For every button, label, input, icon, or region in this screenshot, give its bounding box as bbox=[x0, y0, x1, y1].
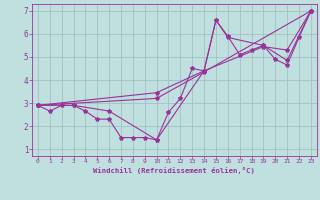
X-axis label: Windchill (Refroidissement éolien,°C): Windchill (Refroidissement éolien,°C) bbox=[93, 167, 255, 174]
